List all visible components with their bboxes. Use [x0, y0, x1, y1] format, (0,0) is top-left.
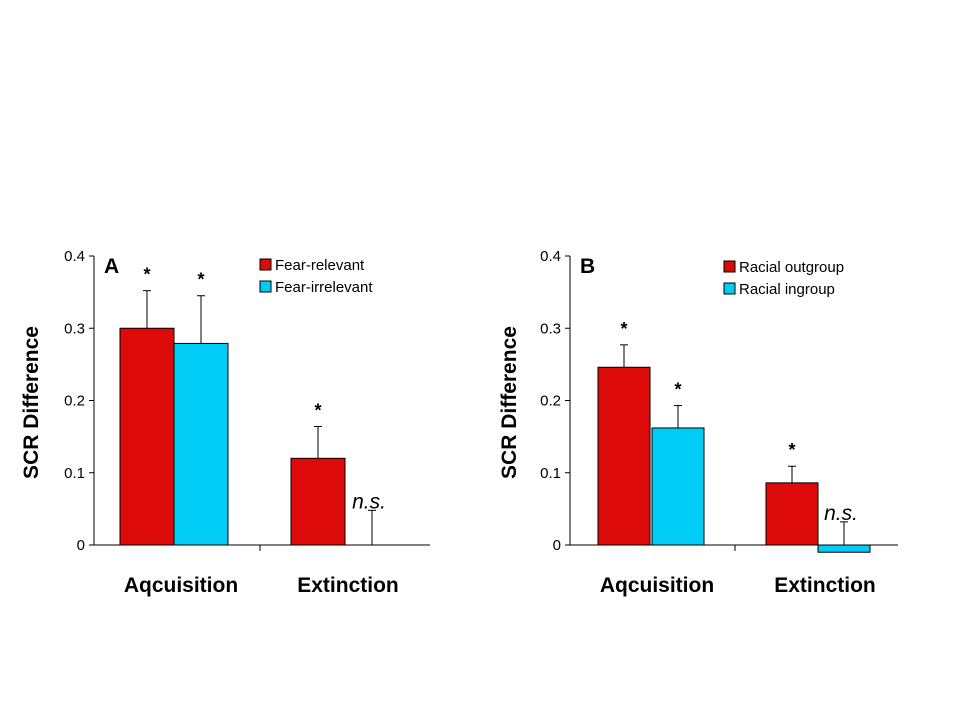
- y-tick-label: 0.2: [540, 393, 561, 410]
- bar-fear-relevant-extinction: [290, 457, 346, 546]
- legend-entry: Racial outgroup: [739, 259, 844, 276]
- significance-star: *: [788, 440, 795, 460]
- legend-entry: Fear-relevant: [275, 257, 365, 274]
- significance-star: *: [143, 265, 150, 285]
- legend-entry: Racial ingroup: [739, 281, 835, 298]
- legend-swatch: [259, 258, 272, 271]
- y-tick-label: 0.2: [64, 393, 85, 410]
- y-tick-label: 0: [553, 537, 561, 554]
- y-axis-label: SCR Difference: [20, 326, 43, 479]
- bar-racial-outgroup-extinction: [765, 482, 819, 546]
- y-tick-label: 0.3: [540, 320, 561, 337]
- legend-swatch: [259, 280, 272, 293]
- y-tick-label: 0: [77, 537, 85, 554]
- y-tick-label: 0.4: [540, 248, 561, 265]
- significance-star: *: [197, 270, 204, 290]
- panel-label: B: [580, 255, 595, 278]
- y-axis-label: SCR Difference: [498, 326, 521, 479]
- x-category-label: Extinction: [774, 574, 876, 597]
- not-significant-label: n.s.: [824, 502, 858, 525]
- bar-fear-irrelevant-aqcuisition: [173, 342, 229, 546]
- bar-racial-ingroup-extinction: [817, 544, 871, 553]
- significance-star: *: [674, 380, 681, 400]
- y-tick-label: 0.1: [540, 465, 561, 482]
- bar-racial-outgroup-aqcuisition: [597, 366, 651, 546]
- legend-swatch: [723, 282, 736, 295]
- legend-swatch: [723, 260, 736, 273]
- chart-panel-b: * * * n.s. 0 0.1 0.2 0.3 0.4 SCR Difference Aqcuis…: [498, 248, 898, 597]
- chart-panel-a: * * * n.s. 0 0.1 0.2 0.3 0.4 SCR Difference Aqcuis…: [20, 248, 430, 597]
- legend-entry: Fear-irrelevant: [275, 279, 373, 296]
- y-tick-label: 0.4: [64, 248, 85, 265]
- bar-fear-relevant-aqcuisition: [119, 327, 175, 546]
- significance-star: *: [314, 401, 321, 421]
- not-significant-label: n.s.: [352, 490, 386, 513]
- x-category-label: Aqcuisition: [124, 574, 238, 597]
- x-category-label: Aqcuisition: [600, 574, 714, 597]
- significance-star: *: [620, 319, 627, 339]
- x-category-label: Extinction: [297, 574, 399, 597]
- y-tick-label: 0.3: [64, 320, 85, 337]
- panel-label: A: [104, 255, 119, 278]
- y-tick-label: 0.1: [64, 465, 85, 482]
- bar-racial-ingroup-aqcuisition: [651, 427, 705, 546]
